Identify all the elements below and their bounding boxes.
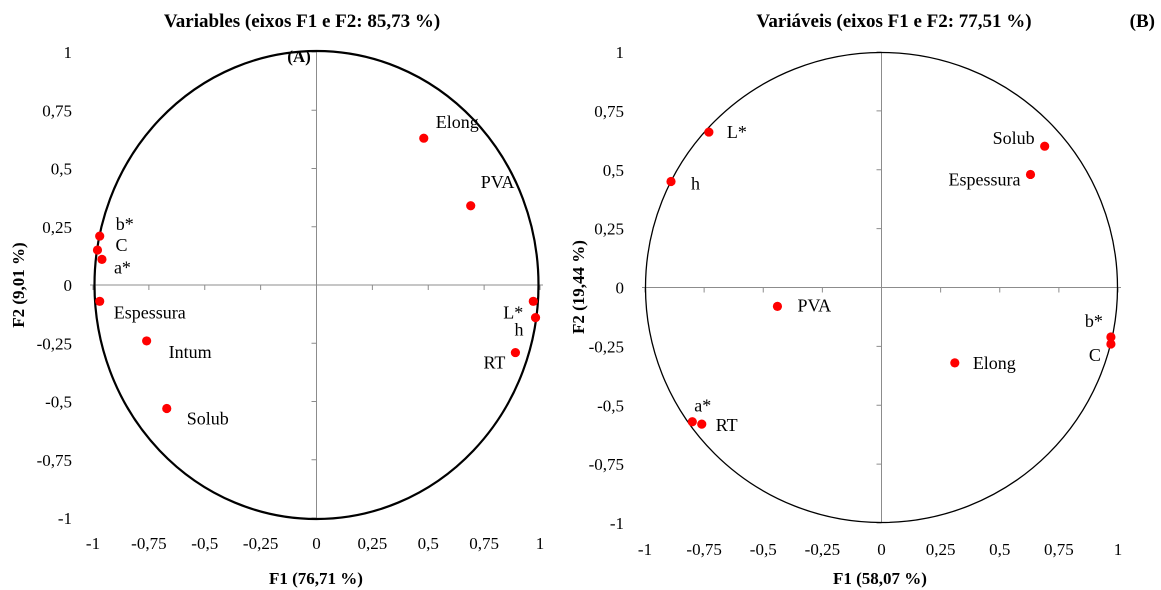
data-point bbox=[528, 296, 538, 306]
y-tick-label: -0,75 bbox=[589, 455, 624, 474]
point-label: Solub bbox=[187, 408, 229, 428]
data-point bbox=[466, 201, 476, 211]
data-point bbox=[697, 419, 707, 429]
point-label: h bbox=[691, 174, 700, 194]
point-label: PVA bbox=[797, 295, 831, 315]
point-label: Espessura bbox=[114, 302, 186, 322]
panel-label: (B) bbox=[1130, 11, 1155, 32]
point-label: Intum bbox=[169, 342, 212, 362]
y-tick-label: 0,5 bbox=[51, 160, 72, 179]
panel-a: -1 -0,75 -0,5 -0,25 0 0,25 0,5 0,75 1 1 0,75 0,5 0,2… bbox=[9, 11, 544, 588]
point-label: Elong bbox=[436, 112, 479, 132]
data-point bbox=[1040, 141, 1050, 151]
y-tick-label: 0 bbox=[616, 279, 625, 298]
data-point bbox=[666, 176, 676, 187]
x-tick-label: 0,5 bbox=[418, 534, 439, 553]
point-label: L* bbox=[503, 302, 523, 322]
point-label: RT bbox=[483, 353, 505, 373]
y-tick-label: -1 bbox=[610, 514, 624, 533]
x-tick-label: -0,5 bbox=[750, 540, 777, 559]
data-point bbox=[510, 347, 521, 358]
x-tick-label: 0,75 bbox=[1044, 540, 1074, 559]
data-point bbox=[419, 133, 429, 143]
x-tick-label: 0,25 bbox=[358, 534, 388, 553]
point-label: RT bbox=[716, 415, 738, 435]
data-point bbox=[687, 417, 697, 427]
y-tick-label: -0,5 bbox=[45, 393, 72, 412]
point-label: b* bbox=[1085, 311, 1103, 331]
y-tick-label: -0,25 bbox=[37, 334, 72, 353]
data-point bbox=[950, 358, 960, 368]
x-tick-label: 0,25 bbox=[926, 540, 956, 559]
point-label: Elong bbox=[973, 353, 1016, 373]
x-tick-label: -0,75 bbox=[131, 534, 166, 553]
y-tick-label: -0,75 bbox=[37, 451, 72, 470]
data-point bbox=[1106, 339, 1116, 349]
data-point bbox=[530, 313, 541, 323]
panel-b: -1 -0,75 -0,5 -0,25 0 0,25 0,5 0,75 1 1 0,75 0,5 0,2… bbox=[569, 11, 1155, 588]
data-point bbox=[1025, 169, 1036, 180]
y-axis-title: F2 (19,44 %) bbox=[569, 240, 588, 334]
point-label: C bbox=[115, 235, 127, 255]
point-label: h bbox=[515, 320, 524, 340]
data-point bbox=[95, 231, 105, 241]
y-tick-label: -0,5 bbox=[597, 396, 624, 415]
y-tick-label: 0,5 bbox=[603, 161, 624, 180]
x-tick-label: -1 bbox=[638, 540, 652, 559]
y-tick-label: 0,75 bbox=[594, 102, 624, 121]
x-tick-label: -1 bbox=[86, 534, 100, 553]
y-tick-label: 0,25 bbox=[594, 220, 624, 239]
x-axis-title: F1 (76,71 %) bbox=[269, 569, 363, 588]
x-tick-label: -0,75 bbox=[686, 540, 721, 559]
y-tick-label: 0 bbox=[64, 276, 73, 295]
point-label: Solub bbox=[993, 128, 1035, 148]
point-label: C bbox=[1089, 345, 1101, 365]
data-point bbox=[704, 127, 714, 137]
y-tick-label: 0,25 bbox=[42, 218, 72, 237]
y-tick-label: -1 bbox=[58, 509, 72, 528]
data-point bbox=[97, 254, 107, 264]
x-axis-title: F1 (58,07 %) bbox=[833, 569, 927, 588]
x-tick-label: 1 bbox=[536, 534, 545, 553]
y-tick-label: 1 bbox=[616, 43, 625, 62]
point-label: a* bbox=[114, 257, 131, 277]
y-tick-label: 1 bbox=[64, 43, 73, 62]
x-tick-label: 0 bbox=[312, 534, 321, 553]
x-tick-label: 0,75 bbox=[469, 534, 499, 553]
data-point bbox=[142, 336, 152, 346]
point-label: a* bbox=[694, 396, 711, 416]
panel-label: (A) bbox=[287, 47, 311, 66]
y-tick-label: -0,25 bbox=[589, 337, 624, 356]
chart-title: Variables (eixos F1 e F2: 85,73 %) bbox=[164, 11, 440, 32]
correlation-circle bbox=[644, 51, 1119, 524]
data-point bbox=[772, 301, 783, 311]
y-tick-label: 0,75 bbox=[42, 101, 72, 120]
point-label: b* bbox=[116, 214, 134, 234]
x-tick-label: -0,25 bbox=[243, 534, 278, 553]
y-axis-title: F2 (9,01 %) bbox=[9, 242, 28, 327]
x-tick-label: -0,5 bbox=[191, 534, 218, 553]
point-label: Espessura bbox=[949, 169, 1021, 189]
x-tick-label: 0,5 bbox=[989, 540, 1010, 559]
x-tick-label: -0,25 bbox=[805, 540, 840, 559]
x-tick-label: 1 bbox=[1114, 540, 1123, 559]
point-label: L* bbox=[727, 122, 747, 142]
chart-title: Variáveis (eixos F1 e F2: 77,51 %) bbox=[756, 11, 1031, 32]
data-point bbox=[95, 296, 105, 306]
point-label: PVA bbox=[481, 172, 515, 192]
data-point bbox=[1106, 332, 1116, 342]
x-tick-label: 0 bbox=[877, 540, 886, 559]
data-point bbox=[92, 245, 103, 255]
correlation-circle bbox=[93, 49, 540, 521]
data-point bbox=[162, 403, 172, 414]
